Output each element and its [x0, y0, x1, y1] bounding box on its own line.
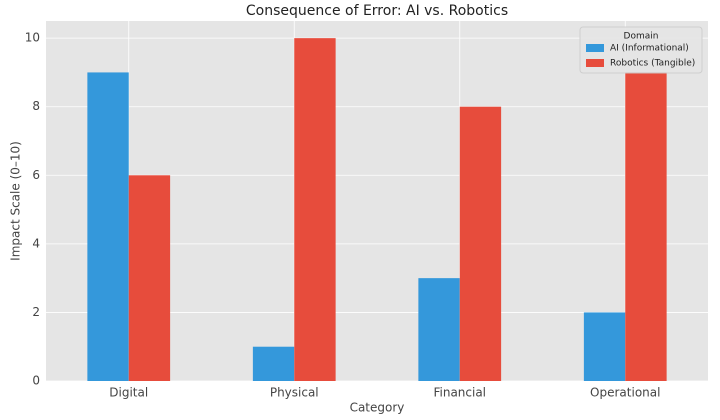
bar — [625, 72, 667, 381]
legend-swatch — [586, 59, 604, 67]
y-tick-label: 10 — [25, 31, 40, 45]
x-tick-label: Operational — [590, 386, 660, 400]
legend-box — [579, 26, 703, 74]
x-tick-label: Digital — [109, 386, 148, 400]
bar — [252, 346, 295, 381]
legend-swatch — [586, 44, 604, 52]
bar — [294, 38, 336, 382]
bar — [128, 175, 171, 381]
y-tick-label: 4 — [32, 236, 40, 250]
x-tick-label: Financial — [433, 386, 486, 400]
legend-label: Robotics (Tangible) — [610, 59, 695, 69]
bar — [459, 106, 502, 381]
x-tick-label: Physical — [270, 386, 319, 400]
y-tick-label: 8 — [32, 99, 40, 113]
chart-title: Consequence of Error: AI vs. Robotics — [246, 3, 508, 19]
bar — [418, 278, 460, 381]
y-axis-label: Impact Scale (0–10) — [9, 141, 23, 261]
y-tick-label: 2 — [32, 305, 40, 319]
legend-title: Domain — [624, 32, 659, 42]
legend-label: AI (Informational) — [610, 44, 689, 54]
x-axis-label: Category — [350, 401, 405, 415]
bar — [583, 312, 626, 381]
bar — [87, 72, 129, 381]
y-tick-label: 0 — [32, 374, 40, 388]
y-tick-label: 6 — [32, 168, 40, 182]
